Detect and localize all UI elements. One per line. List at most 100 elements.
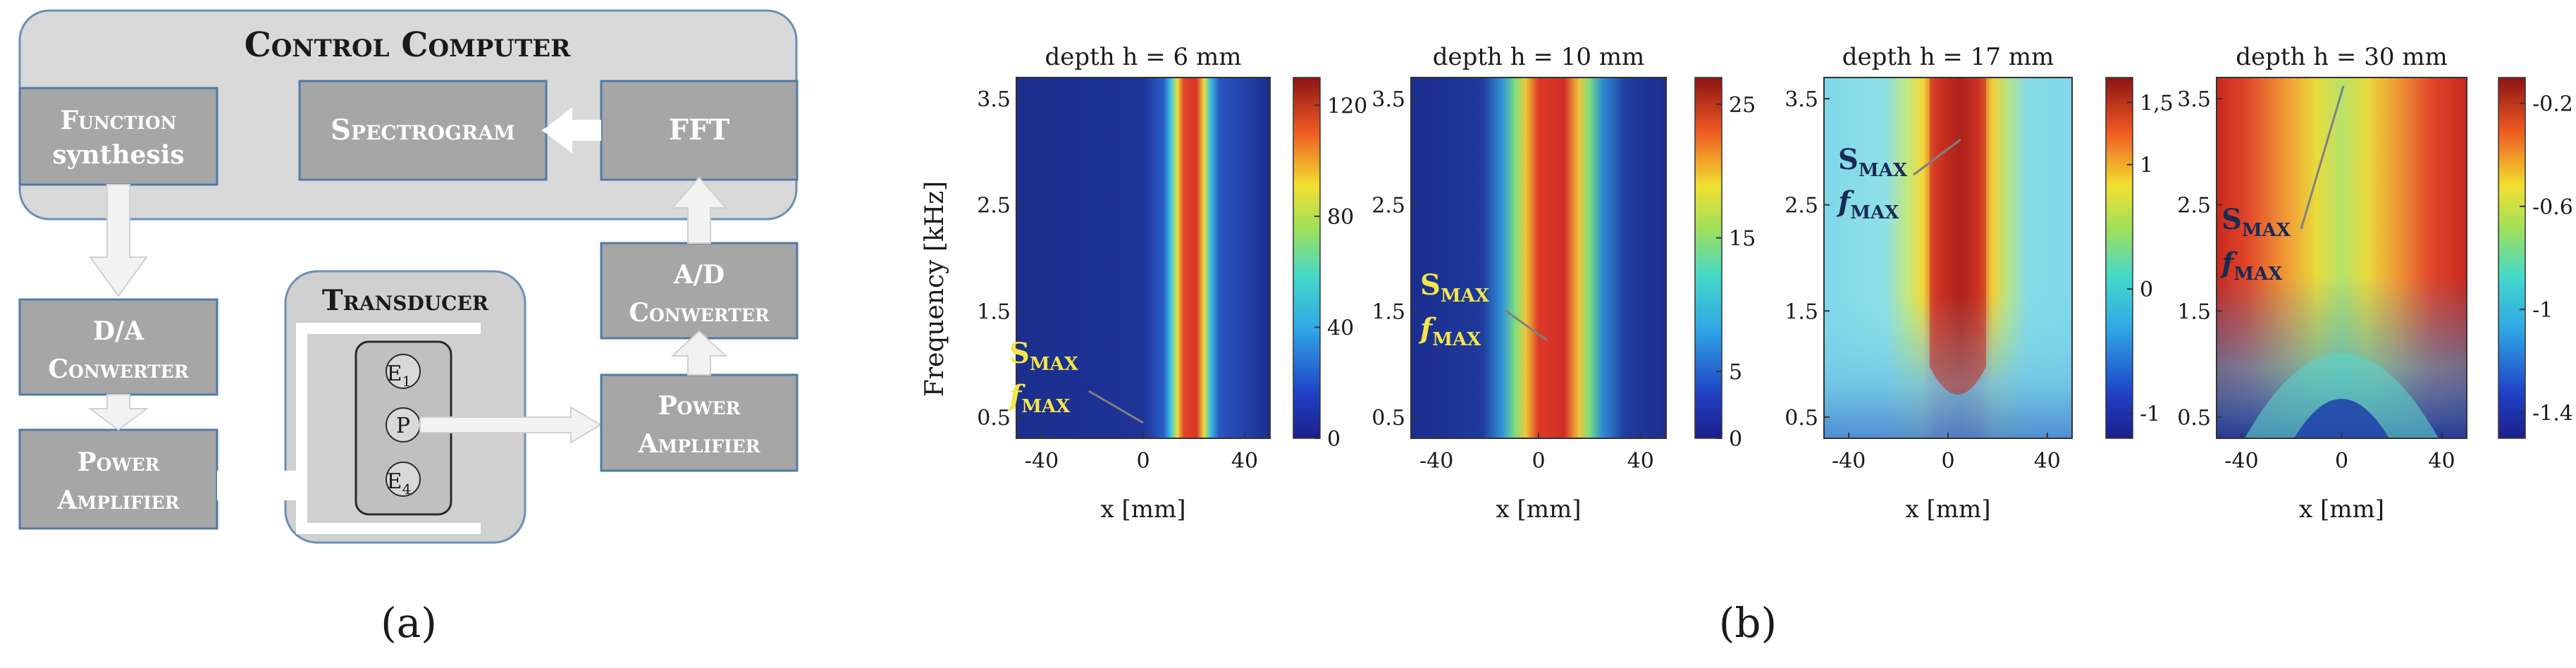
ad-converter-label-2: Conwerter — [629, 298, 769, 328]
annotation-pointer — [1088, 390, 1144, 424]
arrow-p-to-amplifier — [419, 406, 602, 444]
spectrogram-label: Spectrogram — [331, 113, 515, 147]
electrode-e4 — [386, 462, 421, 497]
panel-title: depth h = 10 mm — [1433, 43, 1645, 71]
colorbar-tick-label: 120 — [1327, 94, 1367, 118]
colorbar-tick-label: 1,5 — [2140, 91, 2174, 116]
spectrogram-panel-4: depth h = 30 mm 3.5 2.5 1.5 0.5 -40 0 40 x [mm] -… — [2177, 43, 2573, 524]
colorbar-tick-label: 0 — [2140, 278, 2153, 302]
y-tick-label: 0.5 — [977, 406, 1011, 431]
x-axis-label: x [mm] — [1101, 495, 1186, 524]
arrow-synthesis-to-da — [89, 184, 148, 297]
y-tick-label: 1.5 — [1785, 299, 1818, 324]
da-converter-label-2: Conwerter — [48, 354, 188, 384]
y-tick-label: 1.5 — [2177, 299, 2211, 324]
x-tick-label: 0 — [1532, 449, 1545, 474]
annotation-smax: SMAX — [1420, 268, 1490, 307]
power-amplifier-right-label-1: Power — [658, 391, 741, 421]
colorbar-tick-label: 0 — [1327, 427, 1341, 452]
da-converter-box — [18, 298, 218, 396]
y-tick-label: 2.5 — [1372, 194, 1405, 218]
spectrogram-panel-2: depth h = 10 mm 3.5 2.5 1.5 0.5 -40 0 40 x [mm] 2… — [1372, 43, 1756, 524]
colorbar-tick-label: 15 — [1729, 227, 1756, 252]
x-axis-label: x [mm] — [2299, 495, 2384, 524]
annotation-fmax: fMAX — [1418, 312, 1481, 350]
spectrogram-box — [298, 80, 548, 181]
power-amplifier-right-label-2: Amplifier — [638, 429, 760, 459]
transducer-wiring — [217, 323, 481, 534]
x-tick-label: 0 — [1136, 449, 1150, 474]
electrode-p-label: P — [396, 414, 410, 438]
annotation-smax: SMAX — [1009, 337, 1079, 375]
y-tick-label: 3.5 — [1785, 87, 1818, 112]
annotation-fmax: fMAX — [2219, 247, 2283, 285]
spectrograms: depth h = 6 mm3.52.51.50.5-40 0 40x [mm]12… — [977, 43, 2573, 524]
colorbar-tick-label: 80 — [1327, 205, 1354, 230]
function-synthesis-label-1: Function — [60, 106, 176, 135]
panel-label-b: (b) — [1719, 599, 1777, 647]
electrode-e1-label: E1 — [387, 361, 412, 390]
control-computer-label: Control Computer — [245, 25, 572, 65]
y-tick-label: 3.5 — [1372, 87, 1405, 112]
fft-box — [600, 80, 799, 181]
y-tick-label: 3.5 — [977, 87, 1011, 112]
colorbar-tick-label: 0 — [1729, 427, 1742, 452]
colorbar-tick-label: -0.6 — [2532, 195, 2573, 220]
x-tick-label: 0 — [1941, 449, 1954, 474]
y-tick-label: 0.5 — [1372, 406, 1405, 431]
function-synthesis-label-2: synthesis — [52, 140, 184, 170]
fft-label: FFT — [669, 113, 730, 147]
heatmap-arch-core — [2294, 399, 2389, 438]
x-tick-label: -40 — [1832, 449, 1866, 474]
block-diagram: Control Computer Function synthesis Spec… — [18, 9, 799, 544]
panel-label-a: (a) — [381, 599, 437, 647]
annotation-smax: SMAX — [2221, 203, 2291, 241]
heatmap-arch — [2245, 353, 2439, 438]
colorbar — [2105, 77, 2133, 439]
y-tick-label: 2.5 — [977, 194, 1011, 218]
y-tick-label: 3.5 — [2177, 87, 2211, 112]
da-converter-label-1: D/A — [93, 316, 144, 346]
heatmap-area — [1411, 78, 1666, 438]
power-amplifier-right-box — [600, 373, 799, 472]
x-axis-label: x [mm] — [1496, 495, 1582, 524]
y-tick-label: 0.5 — [2177, 406, 2211, 431]
x-tick-label: 0 — [2335, 449, 2348, 474]
x-tick-label: -40 — [1419, 449, 1453, 474]
colorbar — [2498, 77, 2526, 439]
y-tick-label: 2.5 — [1785, 194, 1818, 218]
spectrogram-panel-1: depth h = 6 mm 3.5 2.5 1.5 0.5 -40 0 40 x [mm] 12… — [977, 43, 1367, 524]
annotation-pointer — [1913, 138, 1961, 176]
ad-converter-box — [600, 242, 799, 340]
panel-title: depth h = 30 mm — [2236, 43, 2448, 71]
heatmap-area — [1016, 78, 1270, 438]
colorbar-tick-label: 25 — [1729, 93, 1756, 118]
power-amplifier-left-label-1: Power — [78, 447, 160, 477]
arrow-ad-to-fft — [670, 176, 728, 244]
annotation-pointer — [2300, 85, 2345, 230]
x-tick-label: 40 — [1627, 449, 1654, 474]
y-axis-label: Frequency [kHz] — [920, 181, 949, 397]
x-tick-label: 40 — [2428, 449, 2455, 474]
arrow-fft-to-spectrogram-head — [543, 107, 601, 154]
x-tick-label: 40 — [2034, 449, 2061, 474]
y-tick-label: 1.5 — [977, 299, 1011, 324]
annotation-pointer — [1504, 309, 1548, 342]
colorbar-tick-label: 1 — [2140, 154, 2153, 178]
electrode-e1 — [386, 354, 421, 389]
colorbar-tick-label: -0.2 — [2532, 92, 2573, 117]
electrode-e4-label: E4 — [387, 469, 412, 497]
function-synthesis-box — [18, 87, 218, 186]
panel-title: depth h = 6 mm — [1045, 43, 1242, 71]
colorbar-tick-label: -1 — [2532, 298, 2553, 323]
colorbar-tick-label: 5 — [1729, 360, 1742, 385]
transducer-label: Transducer — [322, 284, 489, 317]
annotation-smax: SMAX — [1838, 143, 1908, 181]
colorbar — [1293, 77, 1321, 439]
y-tick-label: 0.5 — [1785, 406, 1818, 431]
colorbar-tick-label: -1 — [2140, 402, 2160, 427]
colorbar — [1694, 77, 1723, 439]
y-tick-label: 2.5 — [2177, 194, 2211, 218]
